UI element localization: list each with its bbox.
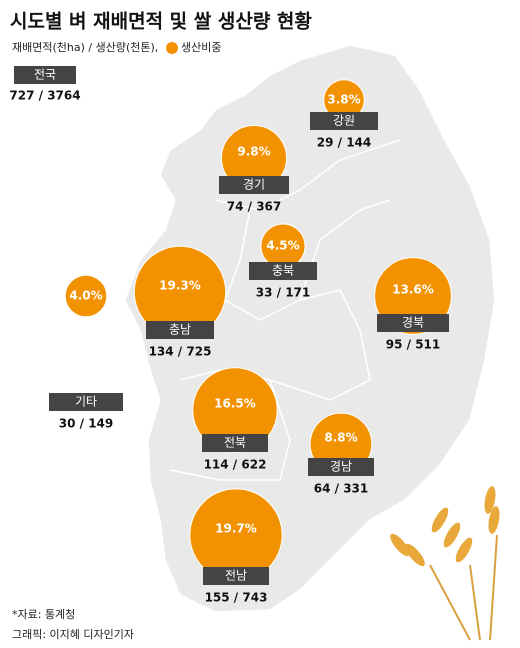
region-label-box — [219, 176, 289, 194]
share-label: 4.5% — [266, 239, 299, 253]
region-stats: 74 / 367 — [227, 200, 282, 214]
share-label: 9.8% — [237, 145, 270, 159]
region-stats: 30 / 149 — [59, 417, 114, 431]
region-stats: 155 / 743 — [205, 591, 268, 605]
region-label-box — [146, 321, 214, 339]
map-border — [169, 139, 401, 481]
share-bubble — [64, 274, 108, 318]
region-label-box — [14, 66, 76, 84]
legend-dot — [166, 42, 178, 54]
region-label-box — [249, 262, 317, 280]
share-label: 8.8% — [324, 431, 357, 445]
region-label-box — [308, 458, 374, 476]
share-label: 16.5% — [214, 397, 256, 411]
region-name: 전북 — [224, 436, 246, 450]
share-label: 4.0% — [69, 289, 102, 303]
share-bubble — [192, 367, 278, 453]
region-label-box — [49, 393, 123, 411]
region-name: 충남 — [169, 323, 191, 337]
region-name: 강원 — [333, 114, 355, 128]
map-shape — [124, 44, 496, 613]
share-label: 19.3% — [159, 279, 201, 293]
source: *자료: 통계청 — [12, 608, 75, 621]
region-stats: 727 / 3764 — [9, 89, 80, 103]
region-label-box — [377, 314, 449, 332]
credit: 그래픽: 이지혜 디자인기자 — [12, 628, 134, 641]
region-name: 전국 — [34, 68, 56, 82]
region-name: 경북 — [402, 316, 424, 330]
region-stats: 114 / 622 — [204, 458, 267, 472]
region-name: 기타 — [75, 395, 97, 409]
region-label-box — [310, 112, 378, 130]
region-stats: 33 / 171 — [256, 286, 311, 300]
region-name: 경기 — [243, 178, 265, 192]
region-name: 전남 — [225, 569, 247, 583]
region-stats: 64 / 331 — [314, 482, 369, 496]
legend-units: 재배면적(천ha) / 생산량(천톤), — [12, 40, 158, 54]
region-stats: 29 / 144 — [317, 136, 372, 150]
share-label: 13.6% — [392, 283, 434, 297]
region-stats: 95 / 511 — [386, 338, 441, 352]
region-name: 경남 — [330, 460, 352, 474]
legend-share: 생산비중 — [181, 41, 221, 54]
region-label-box — [202, 434, 268, 452]
share-label: 3.8% — [327, 93, 360, 107]
region-label-box — [203, 567, 269, 585]
title: 시도별 벼 재배면적 및 쌀 생산량 현황 — [10, 10, 312, 33]
share-label: 19.7% — [215, 522, 257, 536]
region-name: 충북 — [272, 264, 294, 278]
wheat — [390, 486, 500, 641]
region-stats: 134 / 725 — [149, 345, 212, 359]
